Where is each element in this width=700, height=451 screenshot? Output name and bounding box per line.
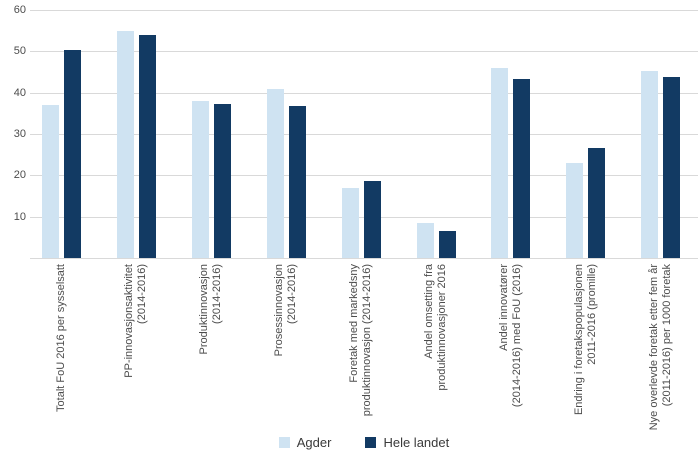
- bar-hele-landet-8: [663, 77, 680, 258]
- gridline-20: [30, 175, 698, 176]
- x-axis-baseline: [30, 258, 698, 259]
- x-axis-label-line: PP-innovasjonsaktivitet: [123, 264, 135, 378]
- x-axis-label-line: (2011-2016) per 1000 foretak: [661, 264, 673, 407]
- bar-hele-landet-1: [139, 35, 156, 258]
- bar-agder-0: [42, 105, 59, 258]
- gridline-40: [30, 93, 698, 94]
- bar-agder-4: [342, 188, 359, 258]
- legend: Agder Hele landet: [30, 433, 698, 451]
- x-axis-label-8: Nye overlevde foretak etter fem år (2011-…: [648, 264, 674, 432]
- x-axis-label-line: Andel omsetting fra: [423, 264, 435, 359]
- x-axis-label-line: (2014-2016): [211, 264, 223, 324]
- x-axis-label-line: produktinnovasjon (2014-2016): [361, 264, 373, 417]
- x-axis-label-5: Andel omsetting fra produktinnovasjoner 2…: [423, 264, 449, 432]
- x-axis-label-line: Totalt FoU 2016 per sysselsatt: [55, 264, 67, 412]
- legend-item-agder[interactable]: Agder: [278, 434, 332, 450]
- x-axis-label-4: Foretak med markedsny produktinnovasjon (…: [348, 264, 374, 432]
- bar-hele-landet-4: [364, 181, 381, 258]
- y-tick-label-60: 60: [13, 4, 26, 16]
- x-axis-label-6: Andel innovatører (2014-2016) med FoU (20…: [498, 264, 524, 432]
- bar-hele-landet-5: [439, 231, 456, 258]
- y-tick-label-40: 40: [13, 87, 26, 99]
- x-axis-label-line: (2014-2016): [136, 264, 148, 324]
- x-axis-label-0: Totalt FoU 2016 per sysselsatt: [55, 264, 68, 432]
- bar-agder-6: [491, 68, 508, 258]
- gridline-60: [30, 10, 698, 11]
- bar-hele-landet-2: [214, 104, 231, 258]
- x-axis-label-line: Produktinnovasjon: [198, 264, 210, 355]
- gridline-30: [30, 134, 698, 135]
- x-axis-label-line: Foretak med markedsny: [348, 264, 360, 383]
- bar-hele-landet-6: [513, 79, 530, 258]
- legend-label: Hele landet: [383, 434, 450, 450]
- x-axis-label-2: Produktinnovasjon (2014-2016): [198, 264, 224, 432]
- bar-agder-8: [641, 71, 658, 258]
- x-axis-label-line: Endring i foretakspopulasjonen: [573, 264, 585, 416]
- x-axis-label-line: Andel innovatører: [498, 264, 510, 351]
- bar-agder-1: [117, 31, 134, 258]
- x-axis-label-3: Prosessinnovasjon (2014-2016): [273, 264, 299, 432]
- bar-agder-7: [566, 163, 583, 258]
- legend-label: Agder: [296, 434, 332, 450]
- x-axis-label-line: (2014-2016): [286, 264, 298, 324]
- legend-item-hele-landet[interactable]: Hele landet: [365, 436, 449, 449]
- legend-swatch-icon: [278, 436, 290, 448]
- y-tick-label-20: 20: [13, 169, 26, 181]
- legend-swatch-icon: [365, 436, 377, 448]
- bar-agder-2: [192, 101, 209, 258]
- bar-hele-landet-3: [289, 106, 306, 258]
- y-tick-label-10: 10: [13, 211, 26, 223]
- bar-hele-landet-7: [588, 148, 605, 258]
- x-axis-label-line: (2014-2016) med FoU (2016): [511, 264, 523, 408]
- bar-hele-landet-0: [64, 50, 81, 258]
- y-tick-label-30: 30: [13, 128, 26, 140]
- x-axis-label-line: Prosessinnovasjon: [273, 264, 285, 357]
- bar-agder-5: [417, 223, 434, 258]
- gridline-50: [30, 51, 698, 52]
- bar-agder-3: [267, 89, 284, 258]
- y-tick-label-50: 50: [13, 45, 26, 57]
- x-axis-label-line: produktinnovasjoner 2016: [436, 264, 448, 391]
- x-axis-label-1: PP-innovasjonsaktivitet (2014-2016): [123, 264, 149, 432]
- x-axis-label-line: 2011-2016 (promille): [586, 264, 598, 365]
- x-axis-label-line: Nye overlevde foretak etter fem år: [648, 264, 660, 431]
- x-axis-label-7: Endring i foretakspopulasjonen 2011-2016 …: [573, 264, 599, 432]
